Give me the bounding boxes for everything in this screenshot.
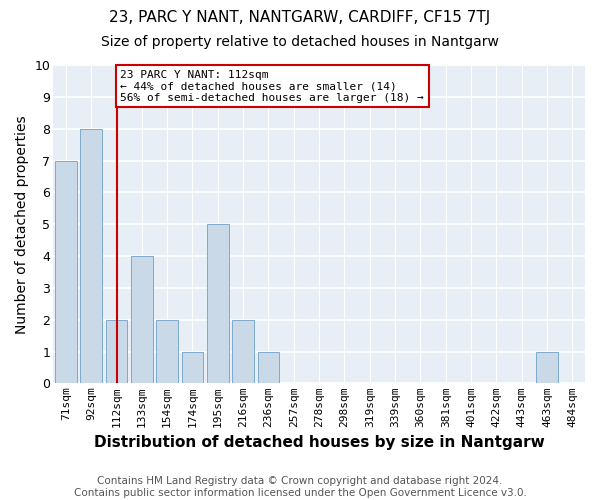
X-axis label: Distribution of detached houses by size in Nantgarw: Distribution of detached houses by size … bbox=[94, 435, 544, 450]
Text: 23 PARC Y NANT: 112sqm
← 44% of detached houses are smaller (14)
56% of semi-det: 23 PARC Y NANT: 112sqm ← 44% of detached… bbox=[121, 70, 424, 103]
Y-axis label: Number of detached properties: Number of detached properties bbox=[15, 115, 29, 334]
Bar bbox=[131, 256, 152, 384]
Text: Contains HM Land Registry data © Crown copyright and database right 2024.
Contai: Contains HM Land Registry data © Crown c… bbox=[74, 476, 526, 498]
Text: 23, PARC Y NANT, NANTGARW, CARDIFF, CF15 7TJ: 23, PARC Y NANT, NANTGARW, CARDIFF, CF15… bbox=[109, 10, 491, 25]
Bar bbox=[106, 320, 127, 384]
Bar bbox=[157, 320, 178, 384]
Bar bbox=[80, 128, 102, 384]
Bar bbox=[182, 352, 203, 384]
Bar bbox=[55, 160, 77, 384]
Bar bbox=[536, 352, 558, 384]
Bar bbox=[207, 224, 229, 384]
Bar bbox=[257, 352, 279, 384]
Text: Size of property relative to detached houses in Nantgarw: Size of property relative to detached ho… bbox=[101, 35, 499, 49]
Bar bbox=[232, 320, 254, 384]
